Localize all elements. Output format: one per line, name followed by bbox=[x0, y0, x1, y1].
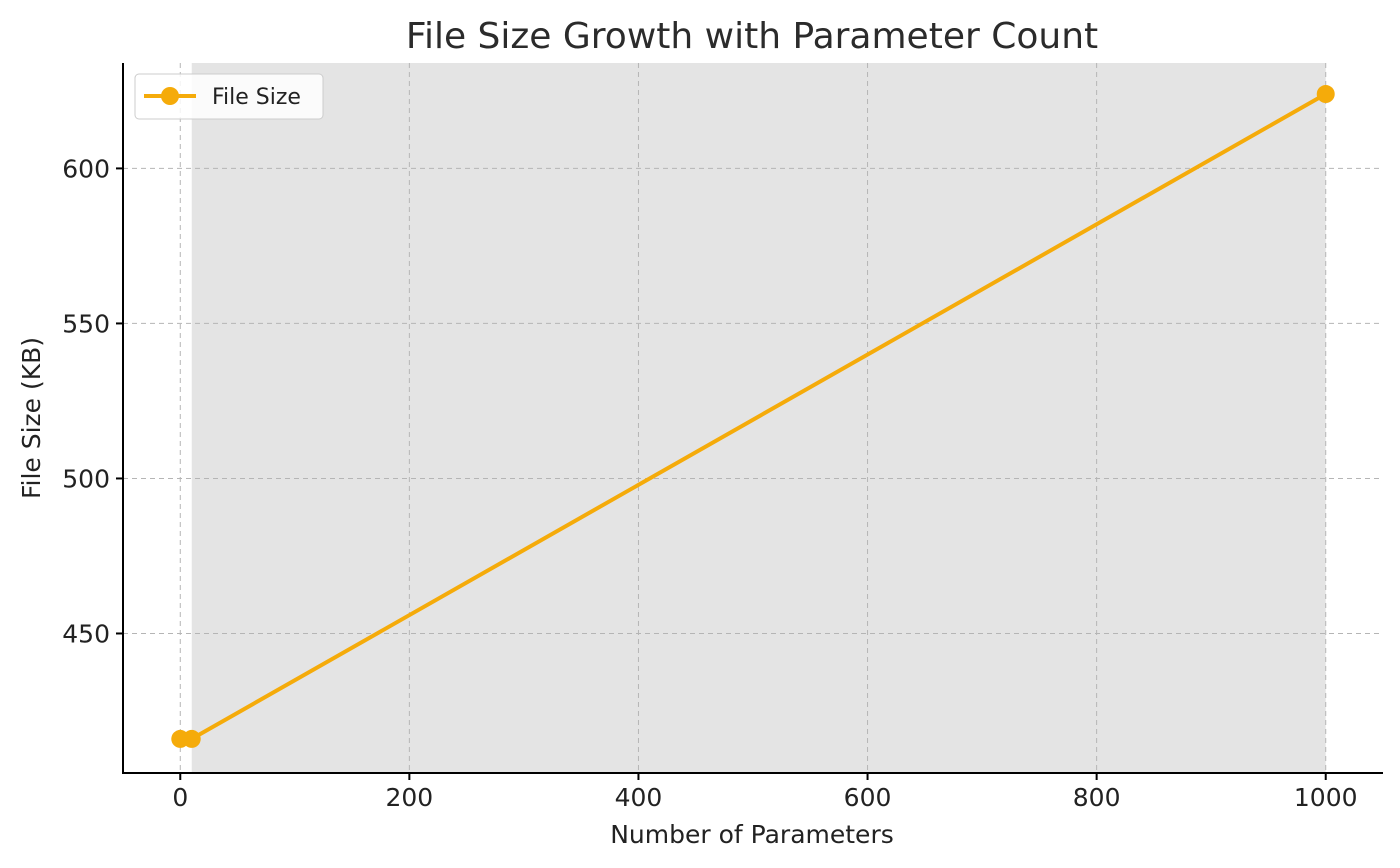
y-tick-label: 600 bbox=[62, 154, 110, 183]
grid bbox=[123, 63, 1383, 773]
y-tick-label: 550 bbox=[62, 309, 110, 338]
data-point bbox=[1316, 85, 1335, 104]
y-tick-label: 450 bbox=[62, 619, 110, 648]
x-tick-label: 1000 bbox=[1294, 783, 1358, 812]
axes: 0 200 400 600 800 1000 450 500 550 600 bbox=[62, 63, 1383, 812]
chart-title: File Size Growth with Parameter Count bbox=[406, 16, 1098, 57]
x-tick-label: 800 bbox=[1073, 783, 1121, 812]
legend-box bbox=[134, 73, 324, 120]
legend-marker-swatch bbox=[161, 87, 179, 105]
x-axis-title: Number of Parameters bbox=[610, 820, 894, 849]
y-axis-title: File Size (KB) bbox=[17, 337, 46, 499]
x-tick-label: 400 bbox=[615, 783, 663, 812]
series-markers bbox=[171, 85, 1335, 748]
legend-entry-file-size: File Size bbox=[212, 85, 301, 110]
x-tick-label: 0 bbox=[172, 783, 188, 812]
x-ticks: 0 200 400 600 800 1000 bbox=[172, 773, 1358, 812]
x-tick-label: 600 bbox=[844, 783, 892, 812]
plot-area bbox=[123, 63, 1383, 773]
x-tick-label: 200 bbox=[386, 783, 434, 812]
data-point bbox=[182, 729, 201, 748]
y-tick-label: 500 bbox=[62, 464, 110, 493]
y-ticks: 450 500 550 600 bbox=[62, 154, 123, 648]
legend: File Size bbox=[134, 73, 324, 120]
